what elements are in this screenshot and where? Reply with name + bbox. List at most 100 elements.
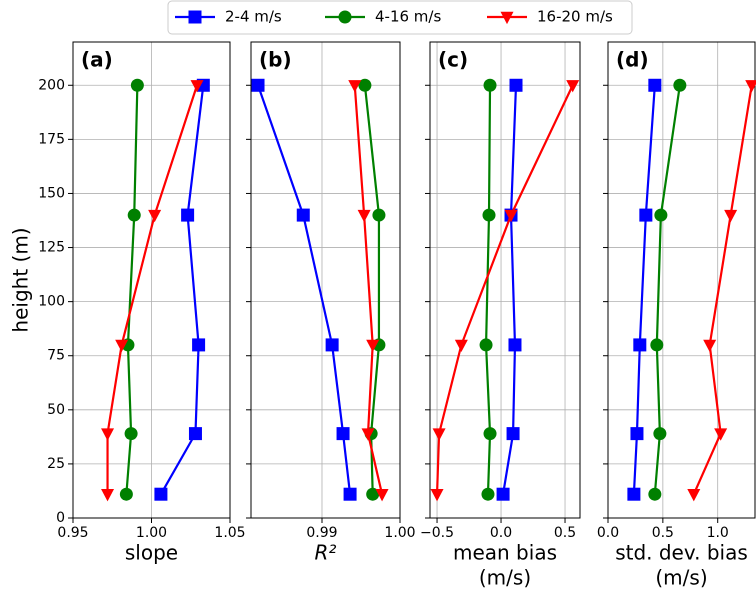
data-point: [673, 78, 687, 92]
x-tick-label: 0.0: [490, 525, 512, 541]
data-point: [479, 338, 493, 352]
y-axis-label: height (m): [9, 227, 33, 332]
data-point: [633, 338, 647, 352]
data-point: [181, 208, 195, 222]
panel-label: (d): [616, 48, 649, 72]
data-point: [687, 489, 701, 502]
legend-label: 4-16 m/s: [375, 8, 441, 26]
data-point: [101, 489, 115, 502]
data-point: [508, 338, 522, 352]
data-point: [627, 487, 641, 501]
data-point: [430, 489, 444, 502]
plot-frame: [429, 41, 581, 519]
plot-frame: [250, 41, 401, 519]
data-point: [650, 338, 664, 352]
data-point: [361, 428, 375, 441]
plot-frame: [72, 41, 231, 519]
data-point: [639, 208, 653, 222]
legend-label: 2-4 m/s: [225, 8, 282, 26]
data-point: [654, 208, 668, 222]
data-point: [251, 78, 265, 92]
data-point: [296, 208, 310, 222]
data-point: [188, 427, 202, 441]
data-point: [115, 339, 129, 353]
data-point: [745, 80, 756, 93]
legend-box: [167, 0, 633, 35]
data-point: [119, 487, 133, 501]
data-point: [483, 427, 497, 441]
data-point: [154, 487, 168, 501]
data-point: [357, 209, 371, 223]
data-point: [343, 487, 357, 501]
x-axis-label: std. dev. bias: [615, 541, 748, 565]
data-point: [101, 428, 115, 441]
data-point: [566, 80, 580, 93]
x-tick-label: 0.95: [57, 525, 88, 541]
panel-label: (c): [438, 48, 468, 72]
panel-label: (b): [259, 48, 292, 72]
data-point: [127, 208, 141, 222]
y-tick-label: 75: [47, 348, 65, 364]
y-tick-label: 100: [38, 294, 65, 310]
x-tick-label: 1.00: [384, 525, 415, 541]
series-line: [435, 84, 574, 495]
data-point: [358, 78, 372, 92]
legend-marker: [338, 10, 352, 24]
data-point: [653, 427, 667, 441]
y-tick-label: 125: [38, 240, 65, 256]
y-tick-label: 200: [38, 77, 65, 93]
data-point: [454, 339, 468, 353]
data-point: [648, 487, 662, 501]
data-point: [482, 208, 496, 222]
data-point: [481, 487, 495, 501]
legend-marker: [500, 11, 514, 25]
x-tick-label: 0.0: [597, 525, 619, 541]
data-point: [325, 338, 339, 352]
y-tick-label: 0: [56, 510, 65, 526]
data-point: [372, 208, 386, 222]
panel-label: (a): [81, 48, 113, 72]
y-tick-label: 175: [38, 131, 65, 147]
x-axis-label: (m/s): [479, 566, 531, 590]
data-point: [630, 427, 644, 441]
data-point: [496, 487, 510, 501]
plot-frame: [607, 41, 756, 519]
data-point: [190, 80, 204, 93]
y-tick-label: 25: [47, 456, 65, 472]
data-point: [148, 209, 162, 223]
data-point: [703, 339, 717, 353]
data-point: [366, 487, 380, 501]
data-point: [504, 209, 518, 223]
y-tick-label: 150: [38, 185, 65, 201]
x-tick-label: 1.00: [136, 525, 167, 541]
series-line: [106, 84, 199, 495]
legend-marker: [188, 10, 202, 24]
data-point: [124, 427, 138, 441]
x-axis-label: R²: [315, 541, 337, 565]
data-point: [192, 338, 206, 352]
data-point: [336, 427, 350, 441]
data-point: [432, 428, 446, 441]
x-tick-label: 1.05: [214, 525, 245, 541]
x-tick-label: 0.99: [306, 525, 337, 541]
data-point: [714, 428, 728, 441]
x-tick-label: 1.0: [707, 525, 729, 541]
x-axis-label: (m/s): [655, 566, 707, 590]
data-point: [509, 78, 523, 92]
legend-label: 16-20 m/s: [537, 8, 613, 26]
x-tick-label: 0.5: [652, 525, 674, 541]
data-point: [375, 489, 389, 502]
x-tick-label: −0.5: [420, 525, 454, 541]
data-point: [506, 427, 520, 441]
x-axis-label: mean bias: [453, 541, 557, 565]
x-axis-label: slope: [125, 541, 178, 565]
data-point: [724, 209, 738, 223]
data-point: [366, 339, 380, 353]
series-line: [256, 84, 352, 495]
data-point: [648, 78, 662, 92]
data-point: [348, 80, 362, 93]
data-point: [130, 78, 144, 92]
data-point: [483, 78, 497, 92]
y-tick-label: 50: [47, 402, 65, 418]
